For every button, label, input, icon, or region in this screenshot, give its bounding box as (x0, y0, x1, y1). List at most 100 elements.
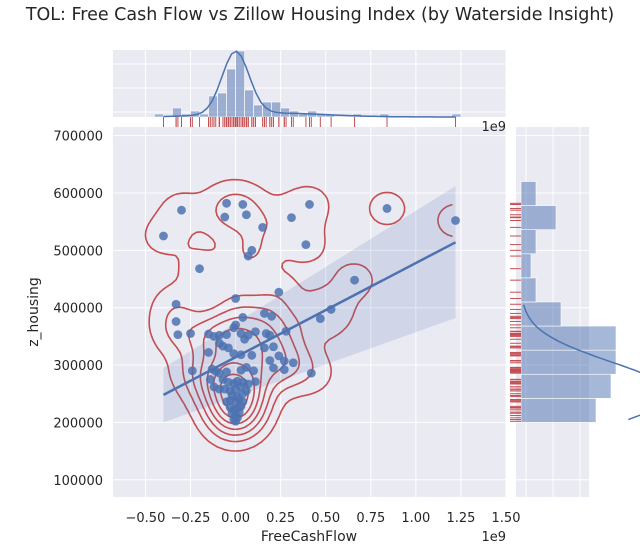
y-tick-label: 600000 (53, 187, 103, 202)
scatter-point (269, 342, 278, 352)
scatter-point (315, 314, 325, 323)
y-tick-label: 700000 (53, 130, 103, 145)
scatter-point (173, 330, 183, 340)
scatter-point (249, 366, 259, 376)
scatter-point (306, 368, 316, 378)
scatter-point (187, 366, 197, 376)
scatter-point (279, 356, 289, 366)
scatter-point (269, 363, 278, 373)
top-histogram-bar (235, 50, 245, 118)
y-axis-ticks: 100000 200000 300000 400000 500000 600000 7000… (53, 130, 103, 489)
right-histogram-bar (520, 205, 557, 230)
scatter-point (247, 350, 257, 360)
scatter-point (222, 367, 231, 377)
y-tick-label: 300000 (53, 359, 103, 374)
scatter-point (204, 348, 213, 357)
right-histogram-bar (520, 277, 537, 303)
scatter-point (243, 251, 253, 261)
scatter-point (171, 299, 181, 309)
scatter-point (242, 210, 251, 220)
scatter-point (267, 311, 277, 321)
x-axis-ticks: −0.50 −0.25 0.00 0.25 0.50 0.75 1.00 1.25 1.50 (126, 511, 521, 526)
right-histogram-bar (520, 181, 537, 206)
x-tick-label: 1.25 (446, 511, 475, 526)
scatter-point (231, 294, 240, 303)
top-histogram-bar (226, 68, 236, 118)
scatter-point (177, 205, 186, 215)
x-tick-label: 0.00 (221, 511, 250, 526)
x-tick-label: −0.25 (171, 511, 211, 526)
scatter-point (451, 216, 460, 225)
regression-line (162, 241, 457, 396)
scatter-point (205, 375, 215, 384)
x-tick-label: 1.00 (401, 511, 430, 526)
top-histogram-bar (154, 113, 164, 118)
y-axis-label: z_housing (26, 277, 42, 347)
x-axis-label: FreeCashFlow (261, 529, 357, 545)
scatter-point (258, 222, 268, 232)
right-kde-curve (523, 304, 640, 421)
scatter-point (222, 330, 231, 340)
scatter-point (251, 377, 260, 387)
scatter-point (220, 212, 230, 222)
y-tick-label: 100000 (53, 474, 103, 489)
scatter-point (305, 200, 314, 209)
kde-contour-level (144, 178, 453, 452)
top-histogram-bar (199, 113, 209, 118)
scatter-point (279, 365, 289, 375)
right-histogram-bar (520, 398, 597, 423)
right-marginal-histogram (520, 181, 640, 423)
scatter-point (231, 416, 240, 426)
scatter-point (382, 204, 392, 213)
y-rug (510, 202, 521, 422)
kde-contour-level (199, 316, 287, 431)
regression-band (163, 186, 456, 423)
scatter-point (243, 379, 253, 389)
y-tick-label: 500000 (53, 244, 103, 259)
regression-line-group (162, 241, 457, 396)
top-marginal-histogram (154, 50, 462, 118)
x-tick-label: 0.50 (311, 511, 340, 526)
x-tick-label: −0.50 (126, 511, 166, 526)
scatter-point (288, 358, 298, 368)
scatter-point (287, 213, 296, 223)
top-histogram-bar (172, 107, 182, 118)
x-tick-label: 0.75 (356, 511, 385, 526)
x-tick-label: 1.50 (492, 511, 521, 526)
scatter-point (159, 231, 168, 241)
scatter-point (223, 343, 233, 353)
top-histogram-bar (244, 89, 254, 118)
scatter-point (186, 329, 195, 338)
right-histogram-bar (520, 373, 612, 399)
scatter-point (222, 198, 231, 208)
y-tick-label: 400000 (53, 302, 103, 317)
scatter-point (301, 240, 311, 249)
y-offset-label: 1e9 (481, 120, 506, 135)
scatter-point (350, 275, 359, 285)
scatter-point (229, 323, 239, 333)
top-histogram-bar (271, 101, 281, 118)
scatter-point (238, 313, 248, 322)
scatter-point (274, 287, 284, 297)
regression-confidence-band (163, 186, 456, 423)
scatter-point (251, 327, 260, 337)
top-histogram-bar (451, 113, 462, 118)
scatter-point (238, 200, 248, 209)
scatter-points (159, 198, 460, 426)
scatter-point (265, 356, 275, 365)
right-histogram-bar (520, 349, 617, 375)
top-kde-curve (163, 50, 456, 118)
scatter-point (214, 330, 224, 340)
scatter-point (260, 343, 269, 353)
scatter-point (234, 407, 244, 417)
top-histogram-bar (253, 104, 263, 118)
scatter-point (195, 264, 204, 274)
scatter-point (171, 317, 181, 326)
right-histogram-bar (520, 253, 532, 279)
y-tick-label: 200000 (53, 416, 103, 431)
chart-title: TOL: Free Cash Flow vs Zillow Housing In… (25, 5, 615, 25)
scatter-point (242, 362, 251, 372)
scatter-point (260, 309, 269, 318)
x-tick-label: 0.25 (266, 511, 295, 526)
